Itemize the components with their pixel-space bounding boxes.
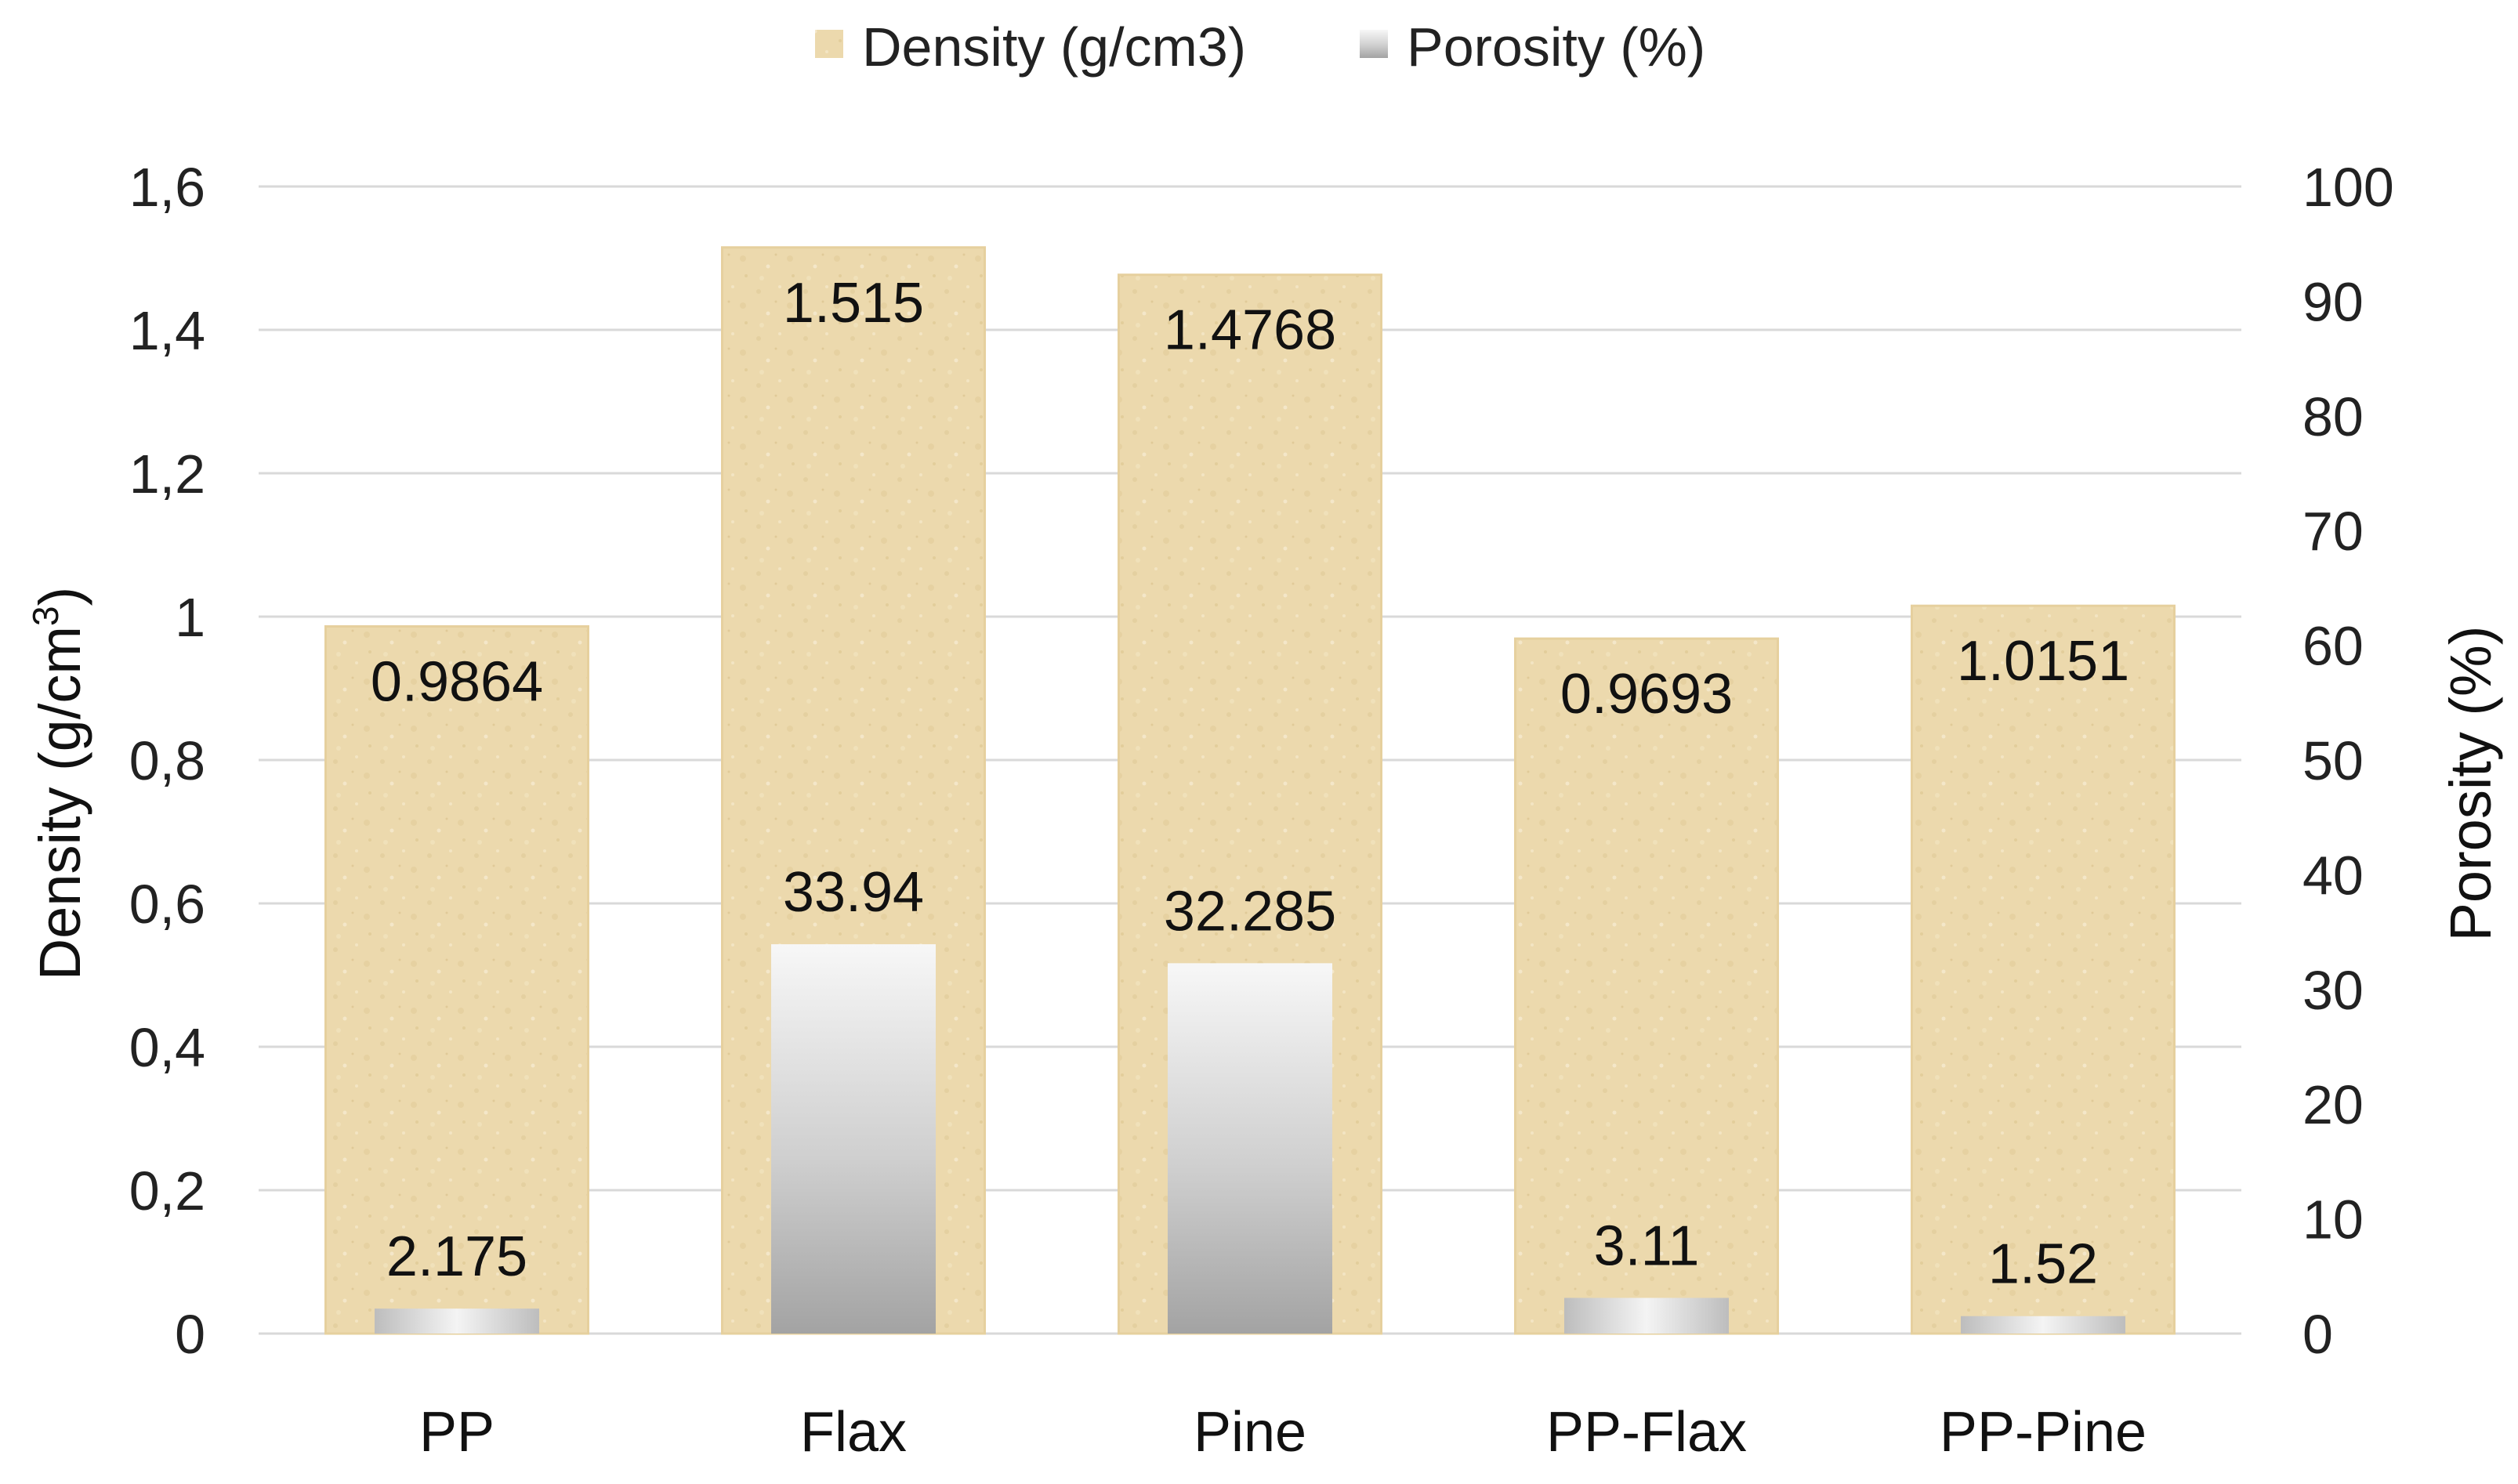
right-tick-label: 90 <box>2302 271 2364 332</box>
category-label: Flax <box>800 1401 907 1464</box>
left-axis-title: Density (g/cm3) <box>25 587 92 981</box>
right-tick-label: 70 <box>2302 501 2364 562</box>
right-tick-label: 20 <box>2302 1074 2364 1135</box>
density-bar <box>1911 604 2176 1335</box>
right-axis-ticks: 0 10 20 30 40 50 60 70 80 90 100 <box>2302 157 2394 1365</box>
right-tick-label: 80 <box>2302 386 2364 447</box>
legend-swatch-porosity <box>1360 30 1388 58</box>
legend-swatch-density <box>815 30 843 58</box>
right-axis-title: Porosity (%) <box>2438 626 2503 942</box>
porosity-data-label: 1.52 <box>1988 1233 2098 1296</box>
left-tick-label: 0 <box>175 1304 205 1365</box>
left-tick-label: 1,6 <box>129 157 205 218</box>
left-axis-title-superscript: 3 <box>25 606 66 626</box>
density-data-label: 1.515 <box>783 272 924 335</box>
porosity-data-label: 33.94 <box>783 861 924 924</box>
right-tick-label: 40 <box>2302 845 2364 906</box>
legend-label-porosity: Porosity (%) <box>1407 16 1705 78</box>
left-tick-label: 1,2 <box>129 443 205 505</box>
category-label: PP-Pine <box>1940 1401 2147 1464</box>
legend-label-density: Density (g/cm3) <box>862 16 1246 78</box>
left-tick-label: 0,4 <box>129 1017 205 1078</box>
left-axis-title-close: ) <box>27 587 92 606</box>
category-label: Pine <box>1194 1401 1306 1464</box>
left-tick-label: 0,8 <box>129 730 205 791</box>
density-data-label: 1.4768 <box>1164 299 1336 362</box>
right-tick-label: 60 <box>2302 616 2364 677</box>
porosity-bar <box>375 1308 539 1334</box>
right-tick-label: 50 <box>2302 730 2364 791</box>
legend: Density (g/cm3) Porosity (%) <box>815 16 1705 78</box>
left-tick-label: 0,2 <box>129 1160 205 1222</box>
left-tick-label: 0,6 <box>129 874 205 935</box>
category-label: PP <box>419 1401 495 1464</box>
right-tick-label: 100 <box>2302 157 2394 218</box>
density-data-label: 1.0151 <box>1957 630 2129 693</box>
left-axis-ticks: 0 0,2 0,4 0,6 0,8 1 1,2 1,4 1,6 <box>129 157 205 1365</box>
left-tick-label: 1 <box>175 587 205 648</box>
left-tick-label: 1,4 <box>129 300 205 361</box>
porosity-bar <box>771 944 936 1334</box>
data-labels: 0.9864 2.175 1.515 33.94 1.4768 32.285 0.9693 3… <box>371 272 2129 1296</box>
porosity-bar <box>1961 1316 2125 1334</box>
right-tick-label: 10 <box>2302 1189 2364 1251</box>
porosity-bar <box>1168 963 1332 1334</box>
density-bars <box>324 246 2176 1335</box>
porosity-data-label: 2.175 <box>386 1225 527 1288</box>
left-axis-title-text: Density (g/cm <box>27 626 92 980</box>
density-data-label: 0.9864 <box>371 650 543 713</box>
porosity-data-label: 3.11 <box>1594 1214 1700 1277</box>
density-bar <box>324 624 589 1335</box>
porosity-bar <box>1564 1298 1729 1334</box>
porosity-bars <box>375 944 2125 1334</box>
category-label: PP-Flax <box>1546 1401 1747 1464</box>
porosity-data-label: 32.285 <box>1164 880 1336 943</box>
right-tick-label: 0 <box>2302 1304 2333 1365</box>
right-tick-label: 30 <box>2302 960 2364 1021</box>
category-labels: PP Flax Pine PP-Flax PP-Pine <box>419 1401 2147 1464</box>
density-data-label: 0.9693 <box>1560 663 1733 726</box>
